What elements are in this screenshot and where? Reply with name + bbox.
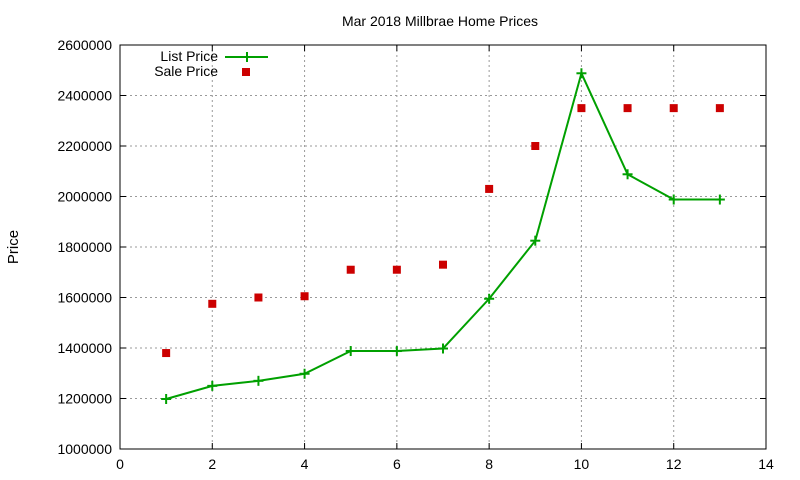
list-price-point [668, 194, 679, 205]
y-tick-label: 2200000 [57, 138, 112, 154]
x-tick-label: 0 [116, 456, 124, 472]
x-tick-label: 14 [758, 456, 774, 472]
sale-price-point [715, 104, 724, 113]
sale-price-point [485, 184, 494, 193]
list-price-point [438, 343, 448, 354]
y-axis-label: Price [5, 230, 22, 264]
y-tick-label: 1000000 [57, 441, 112, 457]
list-price-point [484, 293, 495, 304]
sale-price-point [669, 104, 678, 113]
sale-price-point [208, 299, 217, 308]
list-price-point [622, 169, 633, 180]
y-tick-label: 1400000 [57, 340, 112, 356]
sale-price-point [577, 104, 586, 113]
sale-price-point [346, 265, 355, 274]
legend-label-sale-price: Sale Price [154, 63, 218, 79]
list-price-point [530, 235, 541, 246]
list-price-point [253, 375, 264, 386]
legend: List Price Sale Price [154, 48, 268, 79]
x-tick-label: 8 [485, 456, 493, 472]
sale-price-point [531, 142, 540, 150]
y-tick-label: 1600000 [57, 290, 112, 306]
legend-label-list-price: List Price [160, 48, 218, 64]
list-price-point [714, 194, 725, 205]
list-price-point [576, 68, 587, 79]
x-tick-label: 2 [208, 456, 216, 472]
legend-marker-list-price [242, 52, 252, 62]
list-price-point [207, 380, 218, 391]
list-price-point [345, 346, 356, 357]
y-tick-label: 2000000 [57, 189, 112, 205]
sale-price-point [439, 260, 447, 269]
y-tick-labels: 1000000 1200000 1400000 1600000 1800000 20000… [57, 37, 112, 457]
x-tick-label: 12 [666, 456, 682, 472]
legend-marker-sale-price [242, 68, 250, 76]
sale-price-point [392, 265, 401, 274]
plot-frame [119, 44, 767, 450]
list-price-point [161, 394, 172, 405]
y-tick-label: 2600000 [57, 37, 112, 53]
y-tick-label: 1800000 [57, 239, 112, 255]
sale-price-point [623, 104, 632, 113]
grid-layer [120, 45, 766, 449]
x-tick-labels: 0 2 4 6 8 10 12 14 [116, 456, 774, 472]
sale-price-point [162, 349, 171, 358]
x-tick-label: 6 [393, 456, 401, 472]
y-tick-label: 1200000 [57, 391, 112, 407]
sale-price-point [254, 293, 263, 302]
sale-price-point [300, 292, 309, 301]
x-tick-label: 4 [301, 456, 309, 472]
chart-title: Mar 2018 Millbrae Home Prices [342, 13, 538, 29]
y-tick-label: 2400000 [57, 88, 112, 104]
list-price-point [299, 368, 310, 379]
x-tick-label: 10 [574, 456, 590, 472]
series-layer [161, 68, 725, 405]
list-price-point [391, 346, 402, 357]
